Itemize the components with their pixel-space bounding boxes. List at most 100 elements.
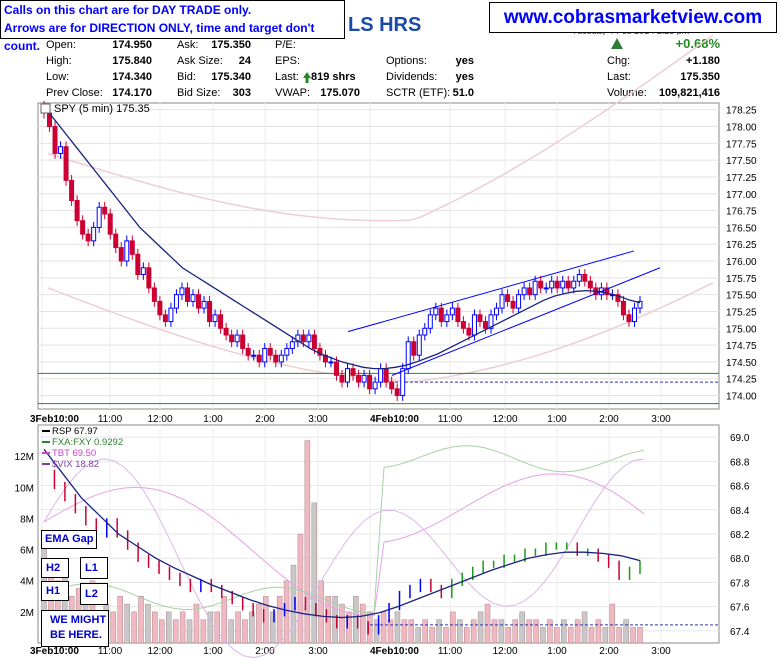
volume-bar (581, 611, 588, 644)
candle-body (560, 280, 566, 289)
candle-body (510, 300, 516, 309)
candle-body (449, 307, 455, 316)
candle-body (521, 287, 527, 296)
ind-right-tick: 67.6 (730, 603, 750, 614)
volume-bar (256, 603, 262, 644)
note-line-2: BE HERE. (50, 629, 102, 641)
volume-bar (290, 564, 297, 644)
candle-body (251, 354, 257, 357)
candle-body (162, 314, 168, 323)
candle-body (411, 341, 417, 356)
volume-bar (470, 619, 477, 644)
candle-body (91, 226, 97, 242)
candle-body (549, 280, 555, 289)
volume-bar (200, 619, 207, 644)
volume-bar (484, 603, 491, 644)
candle-body (196, 294, 202, 309)
volume-bar (554, 627, 560, 644)
ind-x-tick: 1:00 (203, 646, 223, 657)
candle-body (113, 233, 119, 249)
volume-bar (159, 619, 165, 644)
y-tick-label: 177.25 (726, 173, 757, 184)
volume-bar (512, 619, 519, 644)
candle-body (471, 314, 477, 336)
volume-bar (318, 580, 324, 644)
vwap-label: VWAP: (275, 87, 311, 99)
volume-bar (165, 611, 172, 644)
high-label: High: (46, 55, 72, 67)
candle-body (333, 361, 339, 376)
ind-right-tick: 68.8 (730, 457, 750, 468)
candle-body (184, 287, 190, 302)
ind-left-tick: 4M (20, 577, 34, 588)
volume-bar (228, 619, 234, 644)
x-tick-label: 2:00 (255, 414, 275, 425)
candle-body (422, 327, 428, 336)
candle-body (74, 200, 80, 222)
candle-body (378, 368, 384, 383)
candle-body (433, 307, 439, 316)
volume-bar (366, 611, 373, 644)
volume-bar (179, 611, 186, 644)
candle-body (554, 280, 560, 289)
x-tick-label: 12:00 (147, 414, 172, 425)
candle-body (146, 267, 152, 289)
volume-bar (595, 619, 602, 644)
x-tick-label: 1:00 (203, 414, 223, 425)
candle-body (223, 327, 229, 336)
note-label: WE MIGHT BE HERE. (41, 610, 109, 647)
volume-bar (221, 596, 227, 644)
x-tick-label: 11:00 (98, 414, 123, 425)
candle-body (477, 314, 483, 323)
candle-body (615, 294, 621, 302)
volume-bar (436, 619, 442, 644)
tbt-line (43, 473, 645, 617)
ind-x-tick: 2:00 (255, 646, 275, 657)
candle-body (339, 374, 345, 383)
volume-bar (110, 611, 117, 644)
brand-watermark[interactable]: www.cobrasmarketview.com (489, 2, 777, 33)
volume-bar (193, 603, 200, 644)
candle-body (306, 334, 312, 343)
last-label: Last: (275, 71, 299, 83)
candle-body (52, 126, 58, 154)
volume-bar (235, 611, 241, 644)
candle-body (63, 146, 69, 181)
volume-bar (450, 611, 456, 644)
disclaimer-line-1: Calls on this chart are for DAY TRADE on… (4, 3, 252, 17)
x-tick-label: 1:00 (547, 414, 567, 425)
bid-size-value: 303 (232, 87, 251, 99)
candle-body (69, 179, 75, 202)
volume-bar (138, 596, 144, 644)
ind-x-tick: 3Feb10:00 (30, 646, 79, 657)
candle-body (218, 314, 224, 329)
disclaimer-box: Calls on this chart are for DAY TRADE on… (0, 0, 345, 53)
candle-body (179, 287, 185, 296)
ind-x-tick: 11:00 (98, 646, 123, 657)
candle-body (620, 300, 626, 316)
candle-body (543, 287, 549, 290)
x-tick-label: 12:00 (492, 414, 517, 425)
chg-value: +1.180 (686, 55, 720, 67)
ind-legend-entry: FXA:FXY 0.9292 (52, 437, 123, 448)
ind-right-tick: 69.0 (730, 433, 750, 444)
sctr-label: SCTR (ETF): (386, 87, 451, 99)
volume-bar (567, 627, 574, 644)
x-tick-label: 11:00 (438, 414, 463, 425)
candle-body (278, 354, 284, 363)
volume-bar (124, 603, 130, 644)
ind-x-tick: 1:00 (547, 646, 567, 657)
volume-bar (304, 440, 311, 644)
ind-right-tick: 68.6 (730, 482, 750, 493)
candle-body (604, 287, 610, 296)
candle-body (587, 280, 593, 289)
h1-label: H1 (41, 581, 69, 601)
candle-body (455, 307, 461, 323)
ind-legend-entry: RSP 67.97 (52, 426, 98, 437)
bid-value: 175.340 (211, 71, 251, 83)
x-tick-label: 2:00 (599, 414, 619, 425)
x-tick-label: 4Feb10:00 (370, 414, 419, 425)
volume-bar (547, 619, 553, 644)
candle-body (361, 374, 367, 383)
